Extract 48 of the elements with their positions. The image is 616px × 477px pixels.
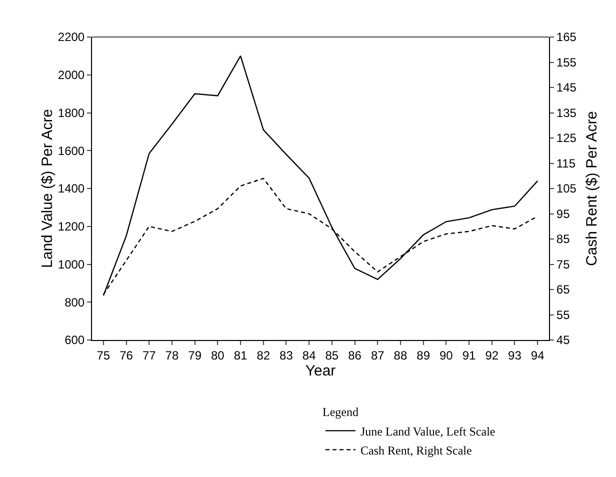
x-tick-label: 78	[165, 348, 179, 362]
y2-axis-title: Cash Rent ($) Per Acre	[584, 110, 600, 266]
x-tick-label: 89	[416, 348, 430, 362]
y2-tick-label: 115	[556, 156, 576, 170]
x-tick-label: 83	[280, 348, 294, 362]
y-tick-label: 600	[64, 333, 85, 348]
y2-tick-label: 65	[556, 282, 570, 297]
x-tick-label: 87	[370, 348, 385, 362]
x-axis-title: Year	[305, 362, 336, 380]
x-tick-label: 79	[188, 348, 202, 362]
y2-tick-label: 105	[556, 182, 577, 196]
y2-tick-label: 75	[556, 257, 570, 272]
y-tick-label: 1400	[58, 182, 85, 196]
y2-tick-label: 165	[556, 30, 577, 44]
x-tick-label: 94	[530, 348, 545, 362]
y-tick-label: 2000	[58, 68, 85, 82]
x-tick-label: 77	[142, 348, 156, 362]
y2-tick-label: 155	[556, 55, 577, 70]
y2-tick-label: 85	[556, 232, 570, 246]
y2-tick-label: 95	[556, 206, 570, 221]
legend-label: Cash Rent, Right Scale	[360, 443, 472, 458]
y-axis-title: Land Value ($) Per Acre	[38, 109, 56, 268]
x-tick-label: 76	[120, 348, 134, 362]
y2-tick-label: 125	[556, 131, 577, 146]
x-tick-label: 82	[256, 348, 270, 362]
y2-tick-label: 145	[556, 80, 577, 95]
x-tick-label: 88	[394, 348, 408, 362]
y2-tick-label: 135	[556, 106, 577, 120]
y-tick-label: 800	[64, 295, 85, 310]
y-tick-label: 2200	[58, 30, 85, 44]
legend-title: Legend	[322, 405, 358, 420]
y2-tick-label: 55	[556, 308, 570, 322]
y-tick-label: 1000	[58, 257, 85, 272]
x-tick-label: 75	[96, 348, 110, 362]
y2-tick-label: 45	[556, 333, 570, 348]
x-tick-label: 92	[485, 348, 499, 362]
x-tick-label: 93	[508, 348, 522, 362]
x-tick-label: 85	[325, 348, 339, 362]
y-tick-label: 1800	[58, 106, 85, 120]
x-tick-label: 80	[211, 348, 225, 362]
x-tick-label: 90	[440, 348, 454, 362]
x-tick-label: 91	[462, 348, 476, 362]
y-tick-label: 1600	[58, 144, 85, 158]
legend-label: June Land Value, Left Scale	[360, 424, 496, 438]
y-tick-label: 1200	[58, 220, 85, 234]
x-tick-label: 81	[234, 348, 248, 362]
x-tick-label: 86	[348, 348, 362, 362]
x-tick-label: 84	[302, 348, 316, 362]
